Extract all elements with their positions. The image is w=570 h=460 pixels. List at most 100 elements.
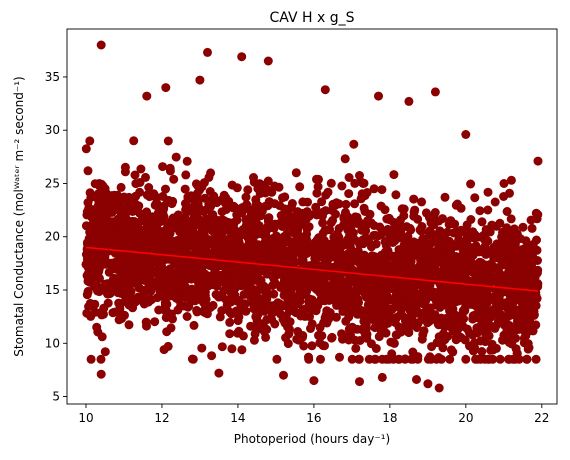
- data-point: [241, 230, 250, 239]
- data-point: [532, 355, 541, 364]
- data-point: [484, 355, 493, 364]
- data-point: [335, 353, 344, 362]
- data-point: [181, 185, 190, 194]
- data-point: [161, 185, 170, 194]
- data-point: [441, 193, 450, 202]
- data-point: [468, 227, 477, 236]
- data-point: [259, 248, 268, 257]
- data-point: [465, 259, 474, 268]
- data-point: [417, 227, 426, 236]
- data-point: [261, 261, 270, 270]
- data-point: [92, 237, 101, 246]
- data-point: [212, 198, 221, 207]
- data-point: [280, 192, 289, 201]
- data-point: [522, 355, 531, 364]
- data-point: [124, 235, 133, 244]
- data-point: [117, 183, 126, 192]
- data-point: [429, 288, 438, 297]
- points-layer: [82, 41, 543, 393]
- data-point: [505, 189, 514, 198]
- data-point: [271, 279, 280, 288]
- data-point: [255, 299, 264, 308]
- data-point: [135, 237, 144, 246]
- data-point: [245, 238, 254, 247]
- data-point: [282, 282, 291, 291]
- data-point: [369, 231, 378, 240]
- data-point: [317, 331, 326, 340]
- data-point: [434, 320, 443, 329]
- x-tick-label: 16: [306, 411, 321, 425]
- data-point: [183, 312, 192, 321]
- data-point: [532, 291, 541, 300]
- data-point: [93, 282, 102, 291]
- chart-title: CAV H x g_S: [270, 10, 355, 26]
- data-point: [410, 264, 419, 273]
- data-point: [404, 97, 413, 106]
- data-point: [450, 322, 459, 331]
- data-point: [172, 153, 181, 162]
- data-point: [434, 217, 443, 226]
- data-point: [407, 355, 416, 364]
- data-point: [147, 229, 156, 238]
- data-point: [185, 207, 194, 216]
- y-tick-label: 30: [45, 123, 60, 137]
- data-point: [85, 136, 94, 145]
- data-point: [82, 144, 91, 153]
- data-point: [474, 275, 483, 284]
- data-point: [154, 306, 163, 315]
- data-point: [292, 168, 301, 177]
- data-point: [320, 341, 329, 350]
- data-point: [421, 247, 430, 256]
- y-tick-label: 15: [45, 283, 60, 297]
- data-point: [431, 208, 440, 217]
- data-point: [101, 255, 110, 264]
- data-point: [385, 215, 394, 224]
- data-point: [313, 284, 322, 293]
- data-point: [388, 252, 397, 261]
- data-point: [268, 309, 277, 318]
- data-point: [406, 322, 415, 331]
- data-point: [417, 197, 426, 206]
- data-point: [156, 204, 165, 213]
- data-point: [324, 188, 333, 197]
- data-point: [453, 229, 462, 238]
- data-point: [486, 278, 495, 287]
- data-point: [242, 266, 251, 275]
- data-point: [194, 199, 203, 208]
- data-point: [147, 243, 156, 252]
- data-point: [534, 157, 543, 166]
- data-point: [502, 223, 511, 232]
- x-tick-label: 22: [534, 411, 549, 425]
- data-point: [104, 299, 113, 308]
- data-point: [386, 338, 395, 347]
- data-point: [507, 176, 516, 185]
- data-point: [531, 270, 540, 279]
- data-point: [431, 87, 440, 96]
- data-point: [276, 242, 285, 251]
- data-point: [341, 154, 350, 163]
- data-point: [466, 291, 475, 300]
- data-point: [264, 213, 273, 222]
- data-point: [459, 314, 468, 323]
- data-point: [324, 246, 333, 255]
- data-point: [211, 224, 220, 233]
- data-point: [453, 200, 462, 209]
- data-point: [377, 185, 386, 194]
- data-point: [417, 315, 426, 324]
- data-point: [422, 268, 431, 277]
- data-point: [188, 355, 197, 364]
- data-point: [371, 264, 380, 273]
- data-point: [361, 207, 370, 216]
- data-point: [384, 355, 393, 364]
- data-point: [412, 375, 421, 384]
- data-point: [470, 193, 479, 202]
- data-point: [359, 235, 368, 244]
- data-point: [475, 206, 484, 215]
- data-point: [505, 355, 514, 364]
- data-point: [97, 41, 106, 50]
- data-point: [337, 329, 346, 338]
- data-point: [379, 295, 388, 304]
- data-point: [144, 183, 153, 192]
- data-point: [251, 329, 260, 338]
- data-point: [528, 224, 537, 233]
